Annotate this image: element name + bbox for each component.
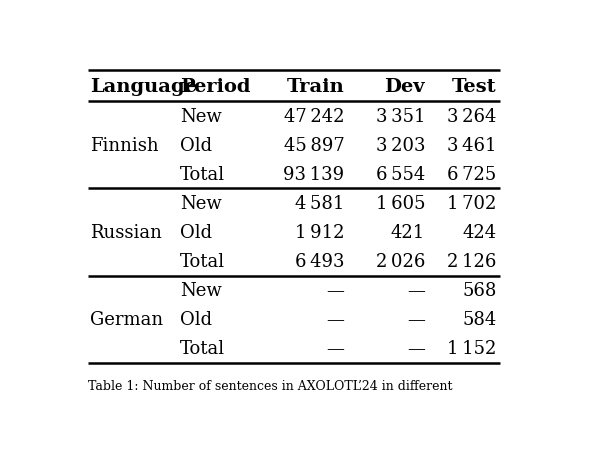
Text: —: — [327,281,345,299]
Text: Period: Period [180,78,251,95]
Text: 584: 584 [462,310,497,329]
Text: Finnish: Finnish [90,137,159,155]
Text: 1 912: 1 912 [295,224,345,241]
Text: 93 139: 93 139 [283,166,345,184]
Text: Train: Train [287,78,345,95]
Text: 3 351: 3 351 [375,107,425,126]
Text: —: — [327,310,345,329]
Text: Test: Test [452,78,497,95]
Text: Old: Old [180,224,212,241]
Text: Total: Total [180,252,225,270]
Text: 3 461: 3 461 [447,137,497,155]
Text: 568: 568 [462,281,497,299]
Text: 6 493: 6 493 [295,252,345,270]
Text: Old: Old [180,310,212,329]
Text: 424: 424 [462,224,497,241]
Text: 1 605: 1 605 [375,195,425,213]
Text: 3 264: 3 264 [447,107,497,126]
Text: New: New [180,195,222,213]
Text: 6 554: 6 554 [376,166,425,184]
Text: Total: Total [180,340,225,358]
Text: Old: Old [180,137,212,155]
Text: New: New [180,107,222,126]
Text: 3 203: 3 203 [375,137,425,155]
Text: 2 026: 2 026 [375,252,425,270]
Text: —: — [407,281,425,299]
Text: —: — [407,310,425,329]
Text: German: German [90,310,163,329]
Text: Dev: Dev [384,78,425,95]
Text: 45 897: 45 897 [284,137,345,155]
Text: 1 702: 1 702 [447,195,497,213]
Text: —: — [407,340,425,358]
Text: 1 152: 1 152 [447,340,497,358]
Text: 4 581: 4 581 [295,195,345,213]
Text: Total: Total [180,166,225,184]
Text: Language: Language [90,78,197,95]
Text: 47 242: 47 242 [284,107,345,126]
Text: —: — [327,340,345,358]
Text: 421: 421 [391,224,425,241]
Text: 6 725: 6 725 [447,166,497,184]
Text: 2 126: 2 126 [447,252,497,270]
Text: Russian: Russian [90,224,162,241]
Text: New: New [180,281,222,299]
Text: Table 1: Number of sentences in AXOLOTL’24 in diﬀerent: Table 1: Number of sentences in AXOLOTL’… [88,379,453,392]
